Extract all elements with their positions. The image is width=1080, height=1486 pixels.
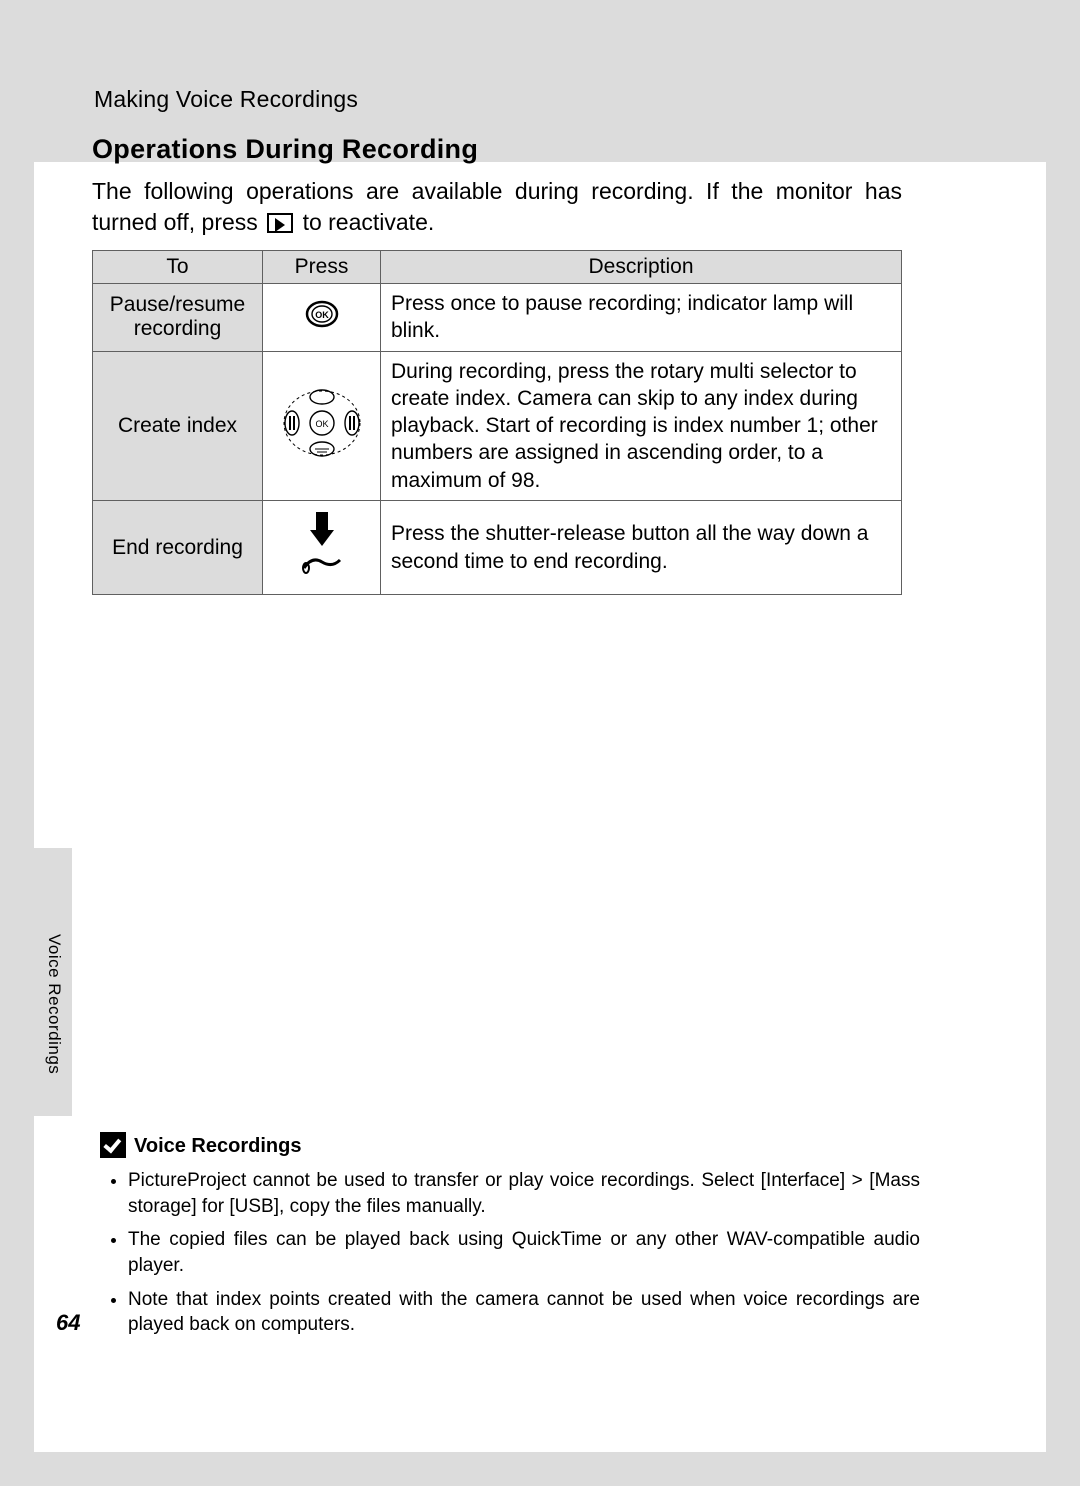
cell-press (263, 501, 381, 595)
th-press: Press (263, 251, 381, 284)
th-desc: Description (381, 251, 902, 284)
page-number: 64 (56, 1310, 80, 1336)
cell-press: OK (263, 351, 381, 500)
intro-text-before: The following operations are available d… (92, 178, 902, 235)
table-row: End recording Press the shutter-release … (93, 501, 902, 595)
breadcrumb: Making Voice Recordings (94, 86, 358, 113)
play-icon (267, 213, 293, 233)
table-row: Create index OK (93, 351, 902, 500)
cell-desc: During recording, press the rotary multi… (381, 351, 902, 500)
rotary-selector-icon: OK (279, 442, 365, 465)
th-to: To (93, 251, 263, 284)
check-icon (100, 1132, 126, 1158)
cell-to: Create index (93, 351, 263, 500)
list-item: Note that index points created with the … (128, 1287, 920, 1338)
table-row: Pause/resume recording OK Press once to … (93, 284, 902, 352)
list-item: PictureProject cannot be used to transfe… (128, 1168, 920, 1219)
shutter-press-icon (300, 562, 344, 585)
ok-button-icon: OK (305, 300, 339, 334)
intro-text-after: to reactivate. (296, 209, 434, 235)
intro-paragraph: The following operations are available d… (92, 176, 902, 238)
manual-page: Making Voice Recordings Operations Durin… (34, 34, 1046, 1452)
cell-to: End recording (93, 501, 263, 595)
note-list: PictureProject cannot be used to transfe… (110, 1168, 920, 1346)
operations-table: To Press Description Pause/resume record… (92, 250, 902, 595)
cell-press: OK (263, 284, 381, 352)
svg-text:OK: OK (315, 310, 329, 320)
side-tab-label: Voice Recordings (44, 934, 64, 1074)
note-heading-text: Voice Recordings (134, 1135, 301, 1157)
table-header-row: To Press Description (93, 251, 902, 284)
cell-to: Pause/resume recording (93, 284, 263, 352)
cell-desc: Press once to pause recording; indicator… (381, 284, 902, 352)
note-heading: Voice Recordings (100, 1132, 301, 1158)
list-item: The copied files can be played back usin… (128, 1227, 920, 1278)
section-title: Operations During Recording (92, 134, 478, 165)
cell-desc: Press the shutter-release button all the… (381, 501, 902, 595)
svg-text:OK: OK (315, 419, 328, 429)
